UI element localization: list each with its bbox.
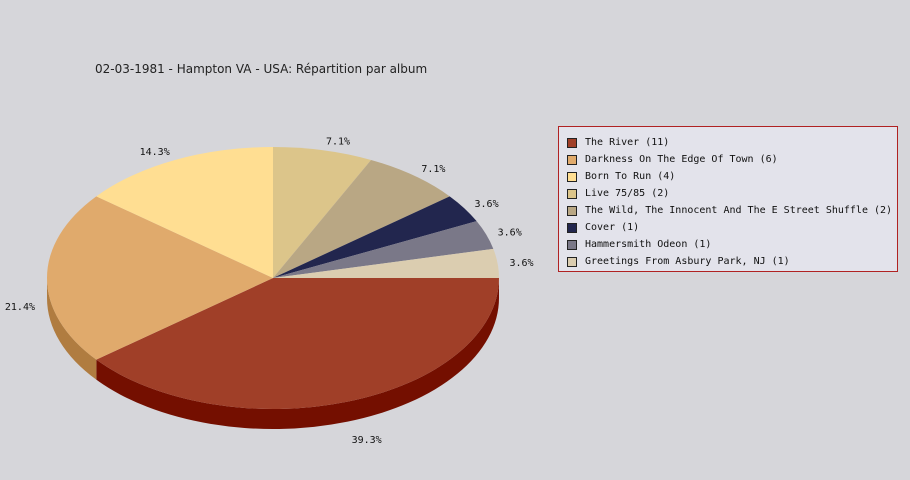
legend-swatch: [567, 188, 577, 199]
pie-slice: [273, 159, 450, 278]
legend-item: Cover (1): [559, 219, 897, 236]
slice-percent-label: 3.6%: [498, 227, 522, 238]
pie-slice: [273, 147, 372, 278]
pie-slice: [96, 278, 499, 409]
legend-label: The River (11): [585, 137, 670, 148]
chart-title: 02-03-1981 - Hampton VA - USA: Répartiti…: [95, 62, 428, 76]
pie-slice-side: [47, 278, 97, 380]
legend-swatch: [567, 137, 577, 148]
legend-label: Greetings From Asbury Park, NJ (1): [585, 256, 790, 267]
legend-label: Darkness On The Edge Of Town (6): [585, 154, 778, 165]
slice-percent-label: 7.1%: [421, 164, 445, 175]
legend-label: Cover (1): [585, 222, 640, 233]
legend-item: Darkness On The Edge Of Town (6): [559, 151, 897, 168]
legend-item: Greetings From Asbury Park, NJ (1): [559, 253, 897, 270]
legend-item: The River (11): [559, 134, 897, 151]
slice-percent-label: 14.3%: [140, 147, 170, 158]
pie-side-walls: [47, 278, 499, 429]
legend-label: Live 75/85 (2): [585, 188, 670, 199]
slice-percent-label: 3.6%: [475, 199, 499, 210]
legend-swatch: [567, 205, 577, 216]
legend-swatch: [567, 256, 577, 267]
legend-label: Born To Run (4): [585, 171, 676, 182]
legend-item: Hammersmith Odeon (1): [559, 236, 897, 253]
slice-percent-label: 21.4%: [5, 302, 35, 313]
slice-percent-label: 39.3%: [352, 435, 382, 446]
slice-percent-label: 7.1%: [326, 137, 350, 148]
pie-slices: [47, 147, 499, 409]
legend-item: Live 75/85 (2): [559, 185, 897, 202]
legend-swatch: [567, 171, 577, 182]
chart-legend: The River (11) Darkness On The Edge Of To…: [558, 126, 898, 272]
legend-item: Born To Run (4): [559, 168, 897, 185]
pie-slice: [273, 196, 477, 278]
pie-slice-side: [96, 278, 499, 429]
pie-slice: [273, 248, 499, 278]
legend-swatch: [567, 154, 577, 165]
legend-label: The Wild, The Innocent And The E Street …: [585, 205, 893, 216]
pie-slice: [47, 196, 274, 360]
legend-item: The Wild, The Innocent And The E Street …: [559, 202, 897, 219]
slice-percent-label: 3.6%: [510, 258, 534, 269]
pie-slice: [273, 221, 494, 278]
legend-swatch: [567, 222, 577, 233]
pie-labels: 39.3% 21.4% 14.3% 7.1% 7.1% 3.6% 3.6% 3.6%: [5, 137, 534, 447]
legend-swatch: [567, 239, 577, 250]
pie-slice: [96, 147, 273, 278]
legend-label: Hammersmith Odeon (1): [585, 239, 712, 250]
